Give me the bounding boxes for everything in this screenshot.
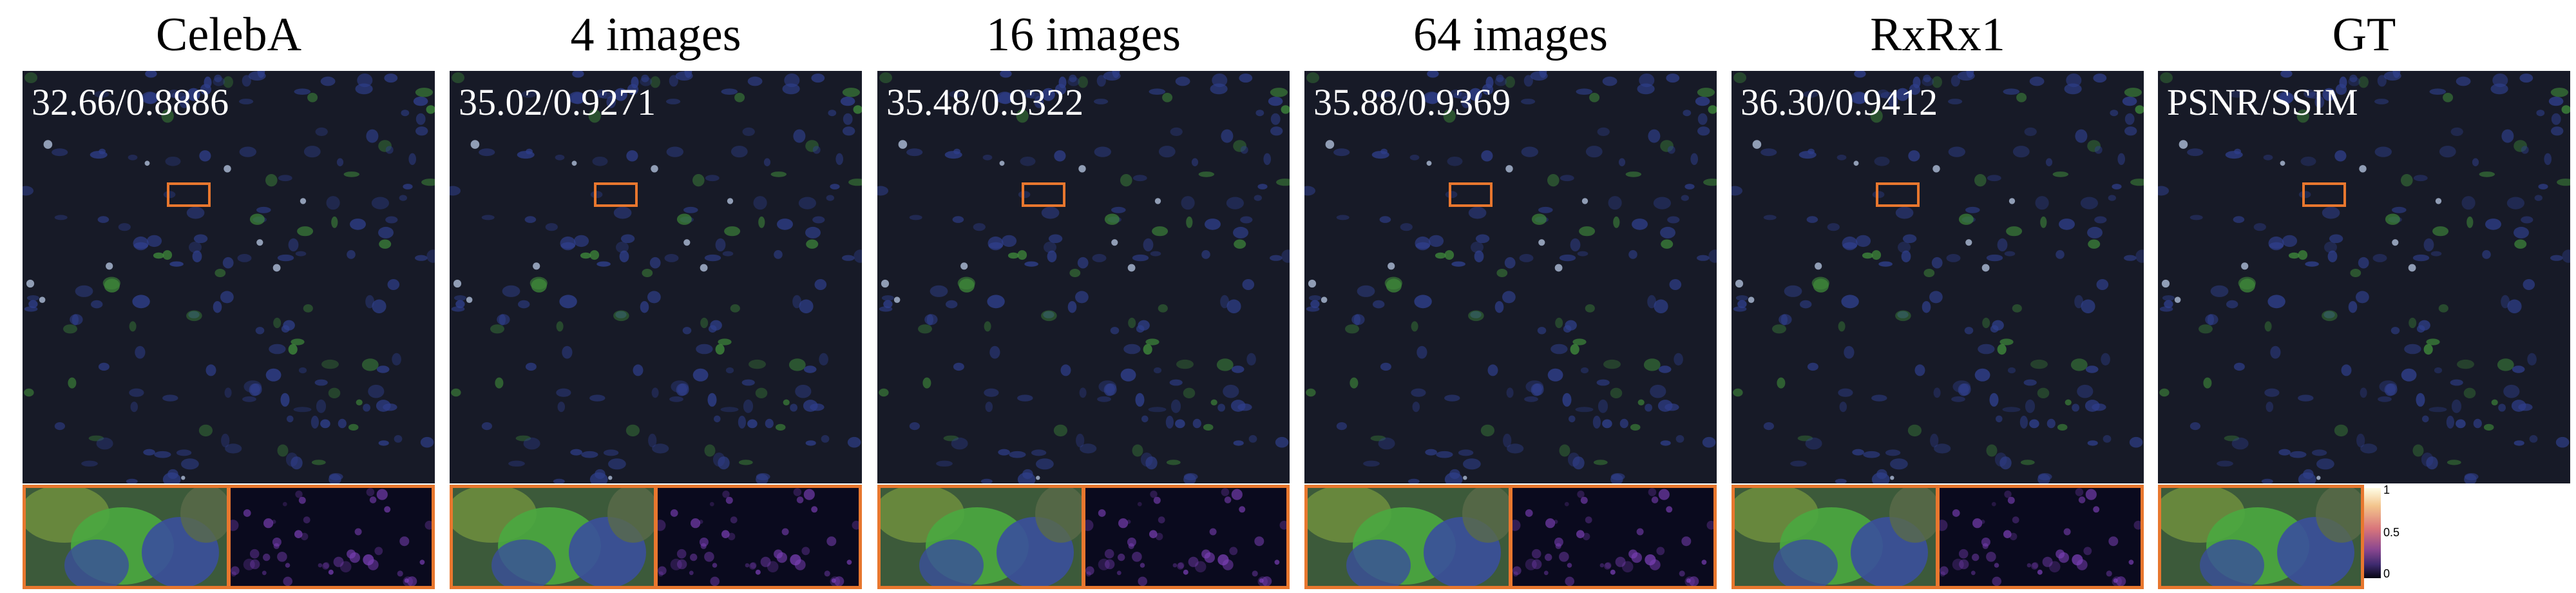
- error-colorbar: [2364, 488, 2381, 578]
- reconstruction-image: 32.66/0.8886: [23, 71, 435, 483]
- region-of-interest-box: [2302, 182, 2346, 207]
- zoomed-crop: [453, 488, 654, 586]
- panel-64-images: 64 images 35.88/0.9369: [1304, 0, 1717, 593]
- microscopy-cells: [450, 71, 862, 483]
- region-of-interest-box: [594, 182, 638, 207]
- zoom-strip: [1304, 485, 1717, 589]
- zoomed-crop: [1308, 488, 1509, 586]
- ground-truth-image: PSNR/SSIM: [2158, 71, 2570, 483]
- psnr-ssim-label: 36.30/0.9412: [1741, 81, 1938, 123]
- panel-title: CelebA: [155, 8, 302, 61]
- reconstruction-image: 35.02/0.9271: [450, 71, 862, 483]
- zoom-strip: [2158, 485, 2364, 589]
- error-map: [231, 488, 432, 586]
- psnr-ssim-label: 32.66/0.8886: [32, 81, 229, 123]
- reconstruction-image: 35.88/0.9369: [1304, 71, 1717, 483]
- panel-title: RxRx1: [1870, 8, 2005, 61]
- zoomed-crop: [881, 488, 1082, 586]
- zoom-strip: [877, 485, 1290, 589]
- microscopy-cells: [2158, 71, 2570, 483]
- colorbar-mid-label: 0.5: [2383, 526, 2400, 539]
- region-of-interest-box: [1022, 182, 1065, 207]
- psnr-ssim-label: 35.88/0.9369: [1313, 81, 1511, 123]
- reconstruction-image: 36.30/0.9412: [1732, 71, 2144, 483]
- colorbar-min-label: 0: [2383, 567, 2390, 580]
- panel-title: 4 images: [570, 8, 741, 61]
- psnr-ssim-label: 35.02/0.9271: [459, 81, 656, 123]
- panel-gt: GT PSNR/SSIM: [2158, 0, 2570, 593]
- region-of-interest-box: [1449, 182, 1493, 207]
- panel-16-images: 16 images 35.48/0.9322: [877, 0, 1290, 593]
- zoom-strip: [23, 485, 435, 589]
- region-of-interest-box: [167, 182, 211, 207]
- zoomed-crop: [2161, 488, 2361, 586]
- zoomed-crop: [26, 488, 227, 586]
- panel-title: GT: [2332, 8, 2396, 61]
- panel-title: 16 images: [986, 8, 1181, 61]
- microscopy-cells: [877, 71, 1290, 483]
- zoom-strip: [1732, 485, 2144, 589]
- error-map: [658, 488, 859, 586]
- microscopy-cells: [1304, 71, 1717, 483]
- region-of-interest-box: [1876, 182, 1920, 207]
- zoom-strip: [450, 485, 862, 589]
- panel-title: 64 images: [1413, 8, 1608, 61]
- psnr-ssim-label: 35.48/0.9322: [886, 81, 1084, 123]
- colorbar-max-label: 1: [2383, 483, 2390, 496]
- reconstruction-image: 35.48/0.9322: [877, 71, 1290, 483]
- panel-4-images: 4 images 35.02/0.9271: [450, 0, 862, 593]
- zoomed-crop: [1735, 488, 1936, 586]
- panel-celeba: CelebA 32.66/0.8886: [23, 0, 435, 593]
- metric-legend-label: PSNR/SSIM: [2167, 81, 2358, 123]
- microscopy-cells: [1732, 71, 2144, 483]
- error-map: [1512, 488, 1713, 586]
- error-map: [1085, 488, 1286, 586]
- microscopy-cells: [23, 71, 435, 483]
- error-map: [1940, 488, 2141, 586]
- panel-rxrx1: RxRx1 36.30/0.9412: [1732, 0, 2144, 593]
